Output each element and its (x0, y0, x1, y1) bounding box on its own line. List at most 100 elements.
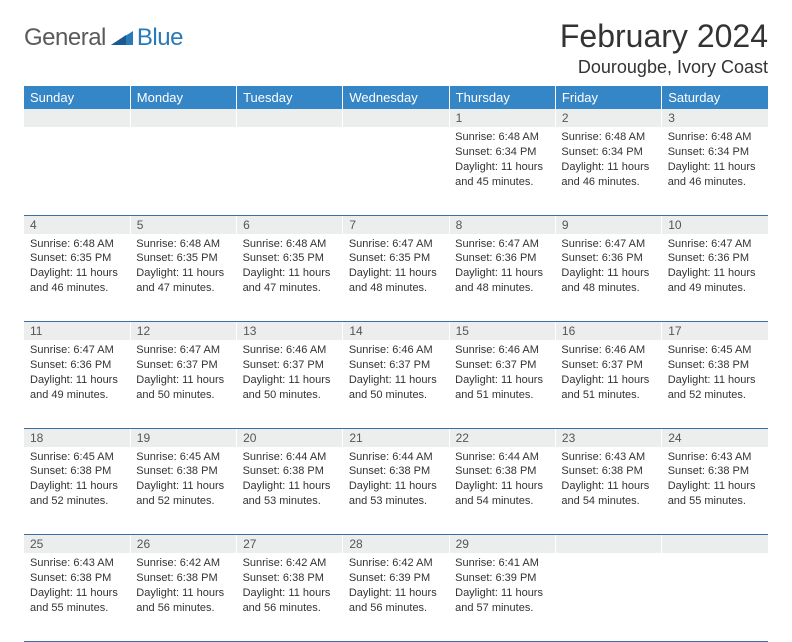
day-sr: Sunrise: 6:42 AM (136, 556, 230, 571)
day-d2: and 50 minutes. (349, 388, 443, 403)
month-title: February 2024 (560, 18, 768, 55)
day-number-cell: 2 (555, 109, 661, 127)
day-number-cell: 24 (662, 428, 768, 447)
day-ss: Sunset: 6:38 PM (30, 464, 124, 479)
day-ss: Sunset: 6:35 PM (136, 251, 230, 266)
day-content-cell: Sunrise: 6:48 AMSunset: 6:35 PMDaylight:… (237, 234, 343, 322)
day-d1: Daylight: 11 hours (561, 266, 655, 281)
day-number-cell (555, 535, 661, 554)
day-number-cell: 19 (130, 428, 236, 447)
day-number: 24 (668, 431, 681, 445)
day-ss: Sunset: 6:37 PM (136, 358, 230, 373)
day-content-cell: Sunrise: 6:43 AMSunset: 6:38 PMDaylight:… (555, 447, 661, 535)
day-number-cell: 27 (237, 535, 343, 554)
day-sr: Sunrise: 6:47 AM (136, 343, 230, 358)
day-number: 8 (456, 218, 463, 232)
day-ss: Sunset: 6:34 PM (561, 145, 655, 160)
day-d1: Daylight: 11 hours (30, 479, 124, 494)
day-number-cell (237, 109, 343, 127)
day-number: 9 (562, 218, 569, 232)
day-ss: Sunset: 6:35 PM (349, 251, 443, 266)
day-number: 6 (243, 218, 250, 232)
day-d2: and 57 minutes. (455, 601, 549, 616)
day-sr: Sunrise: 6:48 AM (561, 130, 655, 145)
day-ss: Sunset: 6:39 PM (349, 571, 443, 586)
day-content-cell: Sunrise: 6:44 AMSunset: 6:38 PMDaylight:… (449, 447, 555, 535)
day-d2: and 50 minutes. (136, 388, 230, 403)
day-d2: and 53 minutes. (243, 494, 337, 509)
day-sr: Sunrise: 6:44 AM (455, 450, 549, 465)
day-content-cell: Sunrise: 6:47 AMSunset: 6:37 PMDaylight:… (130, 340, 236, 428)
day-content-cell: Sunrise: 6:47 AMSunset: 6:36 PMDaylight:… (24, 340, 130, 428)
day-d2: and 54 minutes. (561, 494, 655, 509)
weekday-header: Sunday (24, 86, 130, 109)
title-block: February 2024 Dourougbe, Ivory Coast (560, 18, 768, 78)
day-d1: Daylight: 11 hours (243, 373, 337, 388)
day-content-cell: Sunrise: 6:48 AMSunset: 6:34 PMDaylight:… (662, 127, 768, 215)
day-number: 5 (137, 218, 144, 232)
day-content-cell: Sunrise: 6:44 AMSunset: 6:38 PMDaylight:… (237, 447, 343, 535)
day-content-cell (237, 127, 343, 215)
logo: General Blue (24, 18, 183, 52)
day-number-cell: 10 (662, 215, 768, 234)
day-ss: Sunset: 6:38 PM (243, 464, 337, 479)
day-content-cell: Sunrise: 6:45 AMSunset: 6:38 PMDaylight:… (24, 447, 130, 535)
day-number-cell: 3 (662, 109, 768, 127)
day-sr: Sunrise: 6:43 AM (668, 450, 762, 465)
day-content-cell: Sunrise: 6:48 AMSunset: 6:34 PMDaylight:… (555, 127, 661, 215)
day-content-row: Sunrise: 6:48 AMSunset: 6:34 PMDaylight:… (24, 127, 768, 215)
day-number-row: 11121314151617 (24, 322, 768, 341)
day-content-cell: Sunrise: 6:43 AMSunset: 6:38 PMDaylight:… (662, 447, 768, 535)
day-number-cell: 26 (130, 535, 236, 554)
day-ss: Sunset: 6:36 PM (30, 358, 124, 373)
day-number: 20 (243, 431, 256, 445)
day-d2: and 45 minutes. (455, 175, 549, 190)
day-content-cell: Sunrise: 6:47 AMSunset: 6:35 PMDaylight:… (343, 234, 449, 322)
day-sr: Sunrise: 6:45 AM (136, 450, 230, 465)
day-number: 13 (243, 324, 256, 338)
day-number-cell: 29 (449, 535, 555, 554)
day-d2: and 46 minutes. (668, 175, 762, 190)
day-content-cell: Sunrise: 6:47 AMSunset: 6:36 PMDaylight:… (662, 234, 768, 322)
day-content-cell: Sunrise: 6:46 AMSunset: 6:37 PMDaylight:… (343, 340, 449, 428)
day-d2: and 48 minutes. (349, 281, 443, 296)
day-d2: and 56 minutes. (136, 601, 230, 616)
day-number: 17 (668, 324, 681, 338)
day-d2: and 47 minutes. (243, 281, 337, 296)
logo-text-blue: Blue (137, 24, 183, 52)
day-d2: and 56 minutes. (349, 601, 443, 616)
day-d2: and 48 minutes. (455, 281, 549, 296)
day-ss: Sunset: 6:38 PM (561, 464, 655, 479)
day-d2: and 48 minutes. (561, 281, 655, 296)
day-sr: Sunrise: 6:43 AM (561, 450, 655, 465)
day-content-row: Sunrise: 6:47 AM Sunset: 6:36 PM Daylight:… (24, 340, 768, 428)
day-sr: Sunrise: 6:42 AM (243, 556, 337, 571)
day-d2: and 55 minutes. (30, 601, 124, 616)
day-number: 3 (668, 111, 675, 125)
day-ss: Sunset: 6:38 PM (349, 464, 443, 479)
day-content-cell: Sunrise: 6:42 AMSunset: 6:38 PMDaylight:… (130, 553, 236, 641)
day-ss: Sunset: 6:37 PM (349, 358, 443, 373)
day-d2: and 51 minutes. (561, 388, 655, 403)
day-d2: and 56 minutes. (243, 601, 337, 616)
day-sr: Sunrise: 6:46 AM (243, 343, 337, 358)
day-d1: Daylight: 11 hours (455, 479, 549, 494)
day-ss: Sunset: 6:38 PM (30, 571, 124, 586)
day-number-cell: 8 (449, 215, 555, 234)
day-d2: and 52 minutes. (668, 388, 762, 403)
day-number-cell: 23 (555, 428, 661, 447)
day-content-cell (555, 553, 661, 641)
logo-text-general: General (24, 24, 106, 52)
day-number: 18 (30, 431, 43, 445)
day-ss: Sunset: 6:34 PM (455, 145, 549, 160)
day-sr: Sunrise: 6:48 AM (136, 237, 230, 252)
day-d1: Daylight: 11 hours (455, 160, 549, 175)
day-ss: Sunset: 6:37 PM (561, 358, 655, 373)
day-content-cell: Sunrise: 6:47 AMSunset: 6:36 PMDaylight:… (449, 234, 555, 322)
day-number: 27 (243, 537, 256, 551)
day-d1: Daylight: 11 hours (349, 373, 443, 388)
calendar-table: Sunday Monday Tuesday Wednesday Thursday… (24, 86, 768, 642)
day-ss: Sunset: 6:38 PM (136, 464, 230, 479)
day-number: 10 (668, 218, 681, 232)
day-content-cell: Sunrise: 6:48 AMSunset: 6:34 PMDaylight:… (449, 127, 555, 215)
